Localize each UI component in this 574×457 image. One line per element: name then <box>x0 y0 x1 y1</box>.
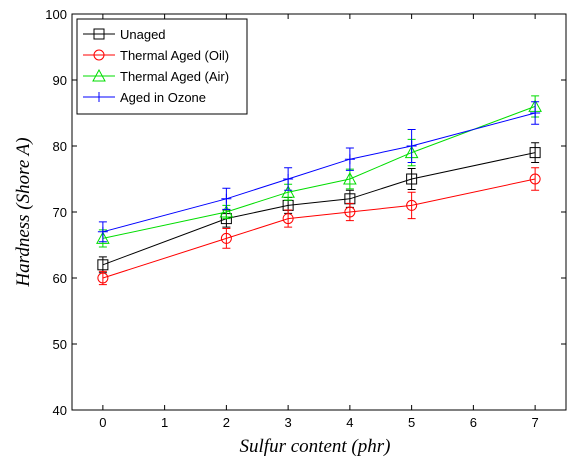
data-point <box>344 206 356 218</box>
y-tick-label: 90 <box>53 73 67 88</box>
legend-label: Unaged <box>120 27 166 42</box>
error-bar <box>284 209 293 228</box>
data-point <box>406 173 418 185</box>
y-tick-label: 70 <box>53 205 67 220</box>
data-point <box>97 259 109 271</box>
error-bar <box>98 256 107 274</box>
legend-marker <box>92 68 106 82</box>
data-point <box>96 231 110 244</box>
series-unaged <box>97 142 541 274</box>
data-point <box>406 199 418 211</box>
plot-area: 0 1 2 3 4 5 6 7 40 50 60 70 80 90 100 Unaged Thermal Age… <box>45 7 567 430</box>
error-bar <box>98 270 107 286</box>
series-thermal-aged-air <box>96 95 542 248</box>
x-tick-label: 7 <box>532 415 539 430</box>
data-point <box>97 272 109 284</box>
series-aged-in-ozone <box>97 101 541 243</box>
y-tick-label: 60 <box>53 271 67 286</box>
error-bar <box>531 142 540 163</box>
series-line <box>102 178 536 279</box>
data-point <box>281 185 295 198</box>
data-point <box>219 204 234 218</box>
y-axis-label: Hardness (Shore A) <box>13 137 34 287</box>
x-tick-label: 0 <box>99 415 106 430</box>
data-point <box>221 193 232 204</box>
x-tick-label: 3 <box>285 415 292 430</box>
series-line <box>102 105 536 239</box>
data-point <box>530 108 541 118</box>
y-tick-label: 50 <box>53 337 67 352</box>
data-point <box>344 154 355 165</box>
series-thermal-aged-oil <box>97 167 541 286</box>
series-line <box>102 152 536 266</box>
x-tick-label: 2 <box>223 415 230 430</box>
y-tick-label: 40 <box>53 403 67 418</box>
error-bar <box>531 167 540 191</box>
legend-marker <box>94 92 104 102</box>
legend-marker <box>93 28 105 40</box>
legend: Unaged Thermal Aged (Oil) Thermal Aged (Ai… <box>76 18 248 115</box>
x-axis-label: Sulfur content (phr) <box>240 436 391 457</box>
x-tick-label: 1 <box>161 415 168 430</box>
data-point <box>529 147 541 159</box>
error-bar <box>222 228 231 249</box>
error-bar <box>345 202 354 222</box>
x-tick-label: 5 <box>408 415 415 430</box>
legend-label: Aged in Ozone <box>120 90 206 105</box>
data-point <box>283 174 294 184</box>
legend-marker <box>93 49 105 61</box>
data-point <box>97 226 108 237</box>
legend-label: Thermal Aged (Air) <box>120 69 229 84</box>
data-point <box>406 141 417 151</box>
error-bar <box>407 191 416 220</box>
legend-label: Thermal Aged (Oil) <box>120 48 229 63</box>
x-tick-label: 6 <box>470 415 477 430</box>
error-bar <box>407 167 416 191</box>
y-tick-label: 100 <box>45 7 67 22</box>
y-tick-label: 80 <box>53 139 67 154</box>
series-line <box>102 112 536 233</box>
data-point <box>343 171 357 185</box>
data-point <box>529 173 541 185</box>
data-point <box>220 232 232 244</box>
x-tick-label: 4 <box>346 415 353 430</box>
legend-box <box>76 18 248 115</box>
data-point <box>282 213 294 225</box>
